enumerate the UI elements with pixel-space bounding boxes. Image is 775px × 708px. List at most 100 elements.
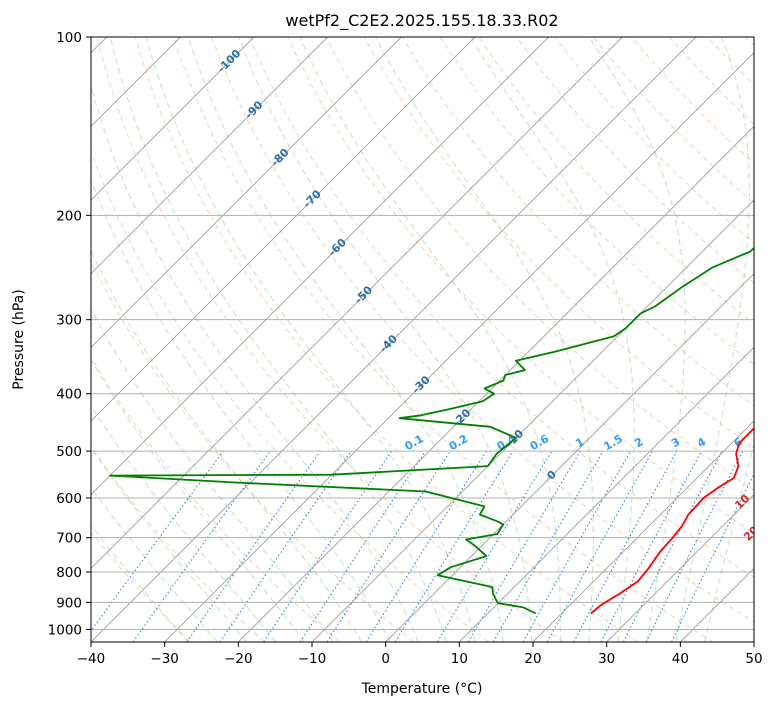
mixing-ratio-line [600,450,702,642]
isotherm-line [91,37,623,569]
isotherm-label: -30 [409,373,432,396]
dry-adiabat [401,37,754,407]
dry-adiabat [91,531,191,642]
mixing-ratio-label: 4 [695,435,708,450]
moist-adiabat [109,37,447,642]
mixing-ratio-line [573,450,678,642]
mixing-ratio-line [326,450,451,642]
mixing-ratio-line [671,473,754,642]
dry-adiabat [630,37,754,165]
dry-adiabat [439,37,754,366]
isotherm-label: 0 [544,468,559,483]
dry-adiabat [745,37,754,47]
dry-adiabat [96,37,564,642]
dry-adiabat [91,356,340,642]
x-tick-label: 40 [672,651,689,667]
y-tick-label: 900 [56,595,82,611]
isotherm-line [91,37,402,348]
moist-adiabat [187,37,504,642]
isotherm-line [459,346,754,642]
isotherm-line [91,37,697,642]
moist-adiabat [375,37,594,642]
dry-adiabat [211,37,754,623]
mixing-ratio-line [186,450,321,642]
moist-adiabat [299,37,561,642]
moist-adiabat [91,84,419,642]
x-tick-label: −40 [77,651,106,667]
dry-adiabat [516,37,754,284]
y-tick-label: 200 [56,208,82,224]
isotherm-label: -60 [326,236,349,259]
dry-adiabat [172,37,713,642]
x-tick-label: −30 [150,651,179,667]
sounding-series-line [590,427,754,615]
mixing-ratio-line [299,450,426,642]
moist-adiabat [145,37,476,642]
chart-title: wetPf2_C2E2.2025.155.18.33.R02 [285,11,558,31]
dry-adiabat [91,150,489,642]
isotherm-line [753,641,754,642]
y-tick-label: 700 [56,531,82,547]
y-tick-label: 500 [56,444,82,460]
mixing-ratio-line [219,450,352,642]
mixing-ratio-label: 0.2 [447,432,470,453]
mixing-ratio-line [645,450,744,642]
y-tick-label: 100 [56,30,82,46]
moist-adiabat-label: 20 [741,523,761,543]
isotherm-label: -40 [377,332,400,355]
moist-adiabat [588,37,686,642]
dry-adiabat [249,37,754,578]
dry-adiabat [592,37,754,204]
moist-adiabat [91,308,334,642]
isotherm-label: -80 [268,146,291,169]
dry-adiabat [554,37,754,244]
y-tick-label: 600 [56,491,82,507]
isotherm-label: -90 [242,98,265,121]
moist-adiabat [91,486,218,642]
dry-adiabat [707,37,754,86]
isotherm-line [91,37,328,275]
moist-adiabat [91,404,276,642]
isotherm-line [311,199,754,642]
moist-adiabat-label: 40 [767,586,775,606]
mixing-ratio-label: 0.1 [403,432,426,453]
plot-area: -100-90-80-70-60-50-40-30-20-1000.1 0.2 0.… [91,37,775,642]
mixing-ratio-line [91,450,224,632]
isotherm-line [238,125,754,642]
moist-adiabat [91,358,305,642]
moist-adiabat [704,441,754,642]
isotherm-label: -20 [450,406,473,429]
dry-adiabat [91,259,415,642]
mixing-ratio-line [263,450,393,642]
y-tick-label: 1000 [48,622,82,638]
x-tick-label: 0 [381,651,390,667]
mixing-ratio-line [394,450,514,642]
dry-adiabat [91,445,265,642]
isotherm-line [91,37,181,127]
mixing-ratio-line [522,450,631,642]
isotherm-line [164,52,754,642]
dry-adiabat [363,37,754,449]
y-axis-label: Pressure (hPa) [11,289,27,389]
x-tick-label: −10 [298,651,327,667]
x-tick-label: 10 [451,651,468,667]
mixing-ratio-line [132,450,271,642]
moist-adiabat [91,447,248,642]
mixing-ratio-label: 8 [761,435,774,450]
moist-adiabat [91,249,363,642]
x-tick-label: 30 [598,651,615,667]
y-tick-label: 300 [56,313,82,329]
isotherm-line [91,37,549,496]
isotherm-line [532,420,754,642]
isotherm-line [606,494,754,642]
moist-adiabat-label: 10 [732,492,752,512]
mixing-ratio-label: 0.6 [528,432,552,453]
isotherm-label: -70 [301,187,324,210]
mixing-ratio-line [546,450,654,642]
isotherm-line [91,37,255,201]
mixing-ratio-line [365,450,487,642]
moist-adiabat [91,178,391,642]
isotherm-label: -100 [215,47,244,76]
x-tick-label: −20 [224,651,253,667]
